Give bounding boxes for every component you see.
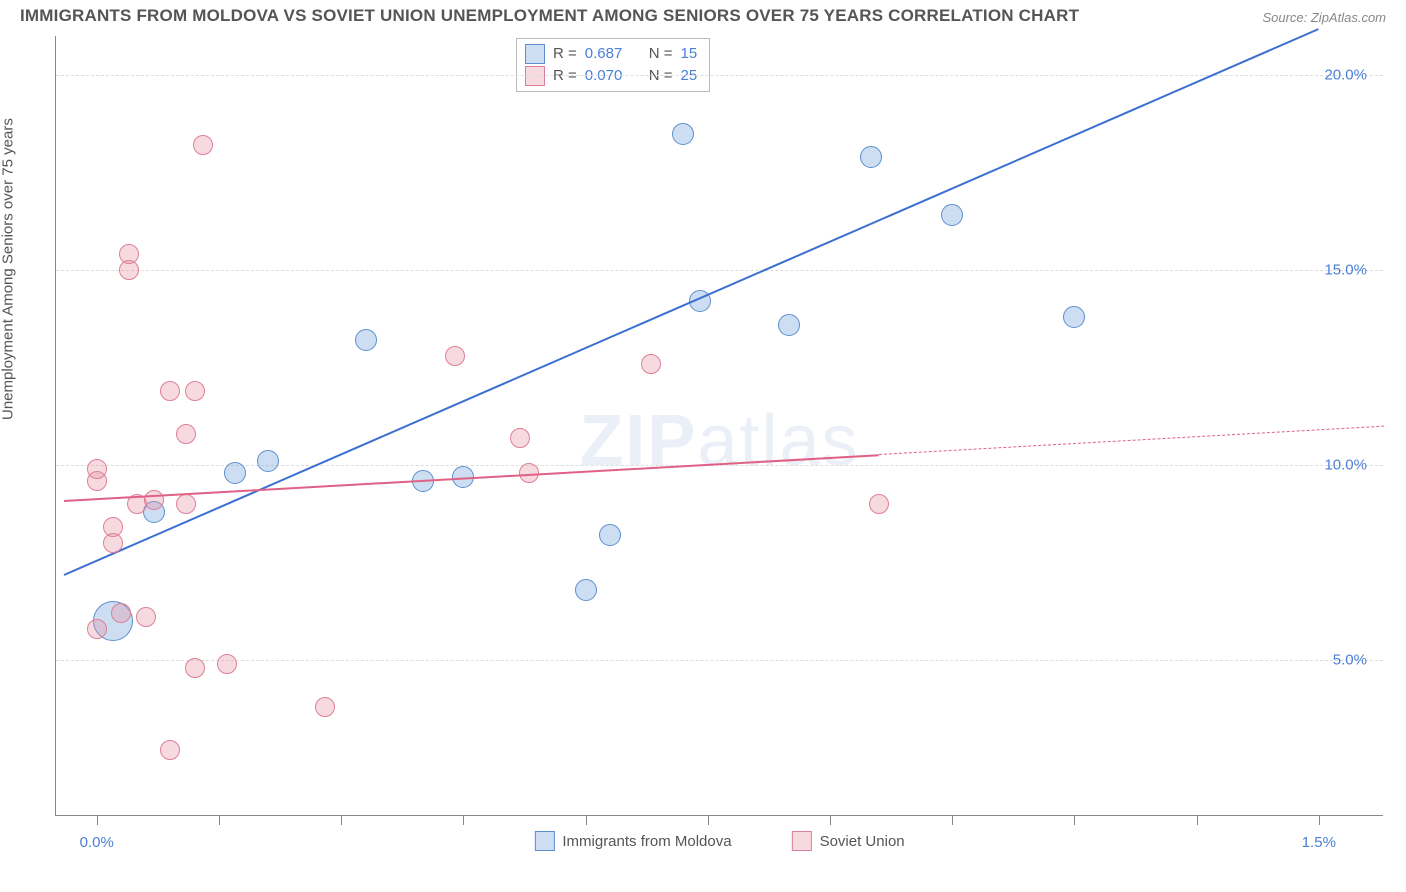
gridline bbox=[56, 660, 1383, 661]
data-point bbox=[217, 654, 237, 674]
x-tick bbox=[830, 815, 831, 825]
legend-label: Soviet Union bbox=[820, 833, 905, 850]
legend-swatch bbox=[525, 66, 545, 86]
plot-area: ZIPatlas R =0.687N =15R =0.070N =25 Immi… bbox=[55, 36, 1383, 816]
legend-row: R = 0.070 N = 25 bbox=[525, 65, 697, 87]
data-point bbox=[641, 354, 661, 374]
x-tick-label: 0.0% bbox=[80, 834, 114, 851]
legend-row: R = 0.687 N = 15 bbox=[525, 43, 697, 65]
data-point bbox=[860, 146, 882, 168]
legend-swatch bbox=[792, 831, 812, 851]
legend-n-value: 25 bbox=[681, 65, 698, 87]
data-point bbox=[160, 740, 180, 760]
data-point bbox=[193, 135, 213, 155]
data-point bbox=[599, 524, 621, 546]
data-point bbox=[941, 204, 963, 226]
trend-line bbox=[879, 426, 1384, 455]
data-point bbox=[144, 490, 164, 510]
y-tick-label: 5.0% bbox=[1333, 652, 1367, 669]
y-tick-label: 15.0% bbox=[1324, 262, 1367, 279]
legend-swatch bbox=[525, 44, 545, 64]
data-point bbox=[355, 329, 377, 351]
legend-series: Immigrants from Moldova Soviet Union bbox=[534, 831, 904, 851]
legend-n-label: N = bbox=[649, 65, 673, 87]
legend-item: Soviet Union bbox=[792, 831, 905, 851]
y-tick-label: 20.0% bbox=[1324, 67, 1367, 84]
data-point bbox=[119, 260, 139, 280]
x-tick bbox=[463, 815, 464, 825]
x-tick bbox=[219, 815, 220, 825]
gridline bbox=[56, 75, 1383, 76]
trend-line bbox=[64, 28, 1319, 576]
data-point bbox=[87, 619, 107, 639]
x-tick bbox=[708, 815, 709, 825]
data-point bbox=[103, 533, 123, 553]
gridline bbox=[56, 270, 1383, 271]
x-tick bbox=[341, 815, 342, 825]
data-point bbox=[224, 462, 246, 484]
data-point bbox=[176, 494, 196, 514]
data-point bbox=[869, 494, 889, 514]
watermark-text-b: atlas bbox=[697, 401, 859, 481]
x-tick bbox=[952, 815, 953, 825]
y-axis-label: Unemployment Among Seniors over 75 years bbox=[0, 118, 17, 420]
data-point bbox=[87, 459, 107, 479]
legend-correlation: R = 0.687 N = 15 R = 0.070 N = 25 bbox=[516, 38, 710, 92]
data-point bbox=[778, 314, 800, 336]
data-point bbox=[445, 346, 465, 366]
x-tick-label: 1.5% bbox=[1302, 834, 1336, 851]
x-tick bbox=[586, 815, 587, 825]
legend-label: Immigrants from Moldova bbox=[562, 833, 731, 850]
data-point bbox=[111, 603, 131, 623]
data-point bbox=[136, 607, 156, 627]
legend-n-label: N = bbox=[649, 43, 673, 65]
legend-r-label: R = bbox=[553, 43, 577, 65]
data-point bbox=[510, 428, 530, 448]
legend-r-value: 0.070 bbox=[585, 65, 641, 87]
data-point bbox=[185, 658, 205, 678]
legend-item: Immigrants from Moldova bbox=[534, 831, 731, 851]
legend-r-value: 0.687 bbox=[585, 43, 641, 65]
x-tick bbox=[1074, 815, 1075, 825]
y-tick-label: 10.0% bbox=[1324, 457, 1367, 474]
source-label: Source: ZipAtlas.com bbox=[1262, 10, 1386, 25]
data-point bbox=[185, 381, 205, 401]
legend-swatch bbox=[534, 831, 554, 851]
x-tick bbox=[1319, 815, 1320, 825]
data-point bbox=[257, 450, 279, 472]
x-tick bbox=[97, 815, 98, 825]
data-point bbox=[315, 697, 335, 717]
trend-line bbox=[64, 454, 879, 502]
x-tick bbox=[1197, 815, 1198, 825]
data-point bbox=[575, 579, 597, 601]
data-point bbox=[672, 123, 694, 145]
data-point bbox=[1063, 306, 1085, 328]
data-point bbox=[176, 424, 196, 444]
data-point bbox=[160, 381, 180, 401]
legend-r-label: R = bbox=[553, 65, 577, 87]
legend-n-value: 15 bbox=[681, 43, 698, 65]
chart-title: IMMIGRANTS FROM MOLDOVA VS SOVIET UNION … bbox=[20, 6, 1079, 26]
